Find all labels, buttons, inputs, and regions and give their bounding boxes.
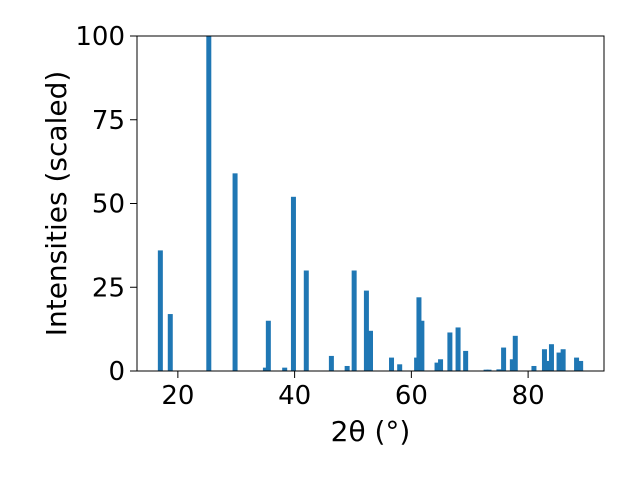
bar xyxy=(501,347,507,371)
bar xyxy=(560,349,566,371)
x-axis-label: 2θ (°) xyxy=(331,415,411,448)
bar xyxy=(455,327,461,371)
bar xyxy=(157,250,163,371)
bar xyxy=(486,369,492,371)
bar xyxy=(434,362,440,371)
bar xyxy=(262,367,268,371)
bar xyxy=(544,360,550,371)
bar xyxy=(556,352,562,371)
bar xyxy=(167,314,173,371)
plot-frame xyxy=(136,35,605,372)
bar xyxy=(578,360,584,371)
bar xyxy=(282,367,288,371)
bar xyxy=(290,196,296,371)
bar xyxy=(541,349,547,371)
bar xyxy=(351,270,357,371)
bar xyxy=(265,320,271,371)
bar xyxy=(368,330,373,371)
bar xyxy=(548,344,554,371)
bar xyxy=(206,36,212,371)
x-tick-label: 60 xyxy=(395,381,428,411)
bar xyxy=(397,364,403,371)
bar xyxy=(363,290,369,371)
bar xyxy=(438,359,444,371)
bar xyxy=(496,369,502,371)
y-tick-label: 25 xyxy=(92,273,125,303)
y-tick-label: 50 xyxy=(92,190,125,220)
bar xyxy=(574,357,580,371)
bar xyxy=(344,365,350,371)
y-tick-label: 0 xyxy=(108,357,125,387)
bar xyxy=(509,359,515,371)
bar xyxy=(531,365,537,371)
bar xyxy=(389,357,395,371)
bar xyxy=(419,320,425,371)
y-axis-ticks: 0 25 50 75 100 xyxy=(75,22,137,387)
bar xyxy=(483,369,489,371)
bar xyxy=(463,350,469,371)
bar xyxy=(512,335,518,371)
x-tick-label: 20 xyxy=(161,381,194,411)
x-axis-ticks: 20 40 60 80 xyxy=(161,371,545,411)
x-tick-label: 80 xyxy=(512,381,545,411)
bar xyxy=(416,297,422,371)
bar xyxy=(447,332,453,371)
y-tick-label: 75 xyxy=(92,106,125,136)
bar xyxy=(232,173,238,371)
y-axis-label: Intensities (scaled) xyxy=(40,71,73,337)
bar xyxy=(328,355,334,371)
bar xyxy=(303,270,309,371)
x-tick-label: 40 xyxy=(278,381,311,411)
bars-group xyxy=(157,36,584,371)
y-tick-label: 100 xyxy=(75,22,125,52)
